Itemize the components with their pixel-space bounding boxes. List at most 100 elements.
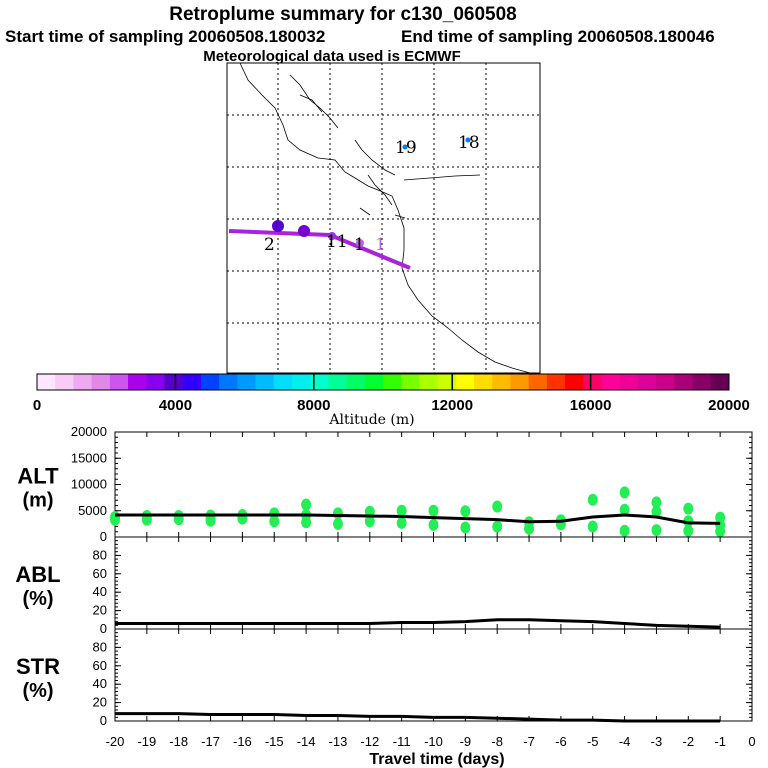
colorbar-swatch (200, 374, 220, 390)
colorbar-tick-label: 12000 (431, 397, 473, 414)
plume-point (651, 524, 662, 537)
x-tick-label: -18 (169, 734, 188, 749)
colorbar-tick-label: 4000 (159, 397, 192, 414)
panel-str: 0 20 40 60 80 STR(%) (16, 628, 753, 728)
series-line (115, 513, 721, 525)
colorbar-swatch (455, 374, 475, 390)
colorbar-swatch (37, 374, 56, 390)
colorbar-swatch (291, 374, 311, 390)
colorbar-swatch (546, 374, 566, 390)
x-tick-label: -19 (137, 734, 156, 749)
map-label-11: 11 (326, 232, 348, 252)
coastline (239, 62, 531, 374)
colorbar-swatch (328, 374, 348, 390)
colorbar-swatch (109, 374, 129, 390)
map-panel: 19 18 2 11 1 1 (226, 62, 541, 374)
panel-ylabel-line1: STR (16, 654, 60, 679)
plume-point (715, 525, 726, 538)
map-label-19: 19 (395, 138, 417, 158)
x-tick-label: -3 (651, 734, 663, 749)
plume-point (492, 520, 503, 533)
map-gridlines (227, 63, 540, 373)
map-label-1a: 1 (354, 235, 365, 255)
map-marker-18 (465, 137, 471, 143)
colorbar-tick-label: 20000 (708, 397, 750, 414)
colorbar-swatch (219, 374, 238, 390)
colorbar-swatch (437, 374, 457, 390)
figure-title: Retroplume summary for c130_060508 (169, 4, 516, 25)
map-frame (226, 62, 541, 374)
plume-point (587, 520, 598, 533)
plume-point (587, 493, 598, 506)
plume-point (683, 502, 694, 515)
colorbar-swatch (474, 374, 493, 390)
altitude-colorbar (36, 373, 730, 391)
y-tick-label: 20000 (71, 424, 107, 439)
colorbar-swatch (492, 374, 511, 390)
series-line (115, 712, 721, 723)
x-tick-label: -1 (714, 734, 726, 749)
panel-abl: 0 20 40 60 80 ABL(%) (15, 536, 753, 636)
x-tick-label: -2 (683, 734, 695, 749)
y-tick-label: 80 (93, 639, 107, 654)
colorbar-title: Altitude (m) (328, 412, 414, 428)
map-marker-day-5 (298, 225, 310, 237)
colorbar-swatch (674, 374, 694, 390)
plume-point (332, 507, 343, 520)
plume-point (141, 513, 152, 526)
x-tick-label: -14 (297, 734, 316, 749)
map-label-2: 2 (264, 235, 275, 255)
colorbar-swatch (146, 374, 165, 390)
plume-point (460, 505, 471, 518)
end-time-label: End time of sampling 20060508.180046 (401, 27, 715, 46)
y-tick-label: 40 (93, 584, 107, 599)
y-tick-label: 0 (100, 713, 107, 728)
colorbar-swatch (164, 374, 184, 390)
x-tick-label: -11 (393, 734, 411, 749)
y-tick-label: 60 (93, 658, 107, 673)
x-axis-label: Travel time (days) (369, 751, 504, 768)
colorbar-swatch (565, 374, 584, 390)
plume-track-east (329, 233, 411, 270)
y-tick-label: 0 (100, 529, 107, 544)
x-tick-label: -10 (424, 734, 443, 749)
series-line (115, 618, 721, 629)
x-tick-label: -6 (555, 734, 567, 749)
y-tick-label: 15000 (71, 450, 107, 465)
panel-ylabel-line2: (%) (22, 588, 53, 610)
colorbar-swatch (692, 374, 712, 390)
y-tick-label: 10000 (71, 477, 107, 492)
y-tick-label: 40 (93, 676, 107, 691)
x-tick-label: -7 (523, 734, 535, 749)
colorbar-swatch (55, 374, 74, 390)
panel-ylabel-line2: (%) (22, 680, 53, 702)
plume-point (301, 498, 312, 511)
colorbar-swatch (346, 374, 366, 390)
x-tick-label: 0 (748, 734, 755, 749)
colorbar-swatch (510, 374, 530, 390)
colorbar-swatch (128, 374, 147, 390)
colorbar-swatch (383, 374, 402, 390)
plume-point (332, 517, 343, 530)
map-marker-19 (402, 144, 408, 150)
plume-point (619, 524, 630, 537)
plume-point (428, 504, 439, 517)
colorbar-swatch (364, 374, 384, 390)
plume-point (396, 516, 407, 529)
colorbar-swatch (91, 374, 111, 390)
colorbar-tick-label: 0 (33, 397, 41, 414)
plume-point (524, 522, 535, 535)
colorbar-swatch (419, 374, 439, 390)
met-data-label: Meteorological data used is ECMWF (203, 48, 461, 65)
x-tick-label: -17 (201, 734, 220, 749)
panel-alt: 0 5000 10000 15000 20000 ALT(m) (17, 424, 753, 544)
colorbar-tick-label: 8000 (297, 397, 330, 414)
colorbar-frame (36, 373, 730, 391)
colorbar-tick-label: 16000 (570, 397, 612, 414)
y-tick-label: 60 (93, 566, 107, 581)
map-label-1b: 1 (375, 235, 386, 255)
plume-point (110, 513, 120, 526)
map-marker-day-11 (328, 232, 336, 240)
colorbar-swatch (637, 374, 657, 390)
plume-point (492, 500, 503, 513)
